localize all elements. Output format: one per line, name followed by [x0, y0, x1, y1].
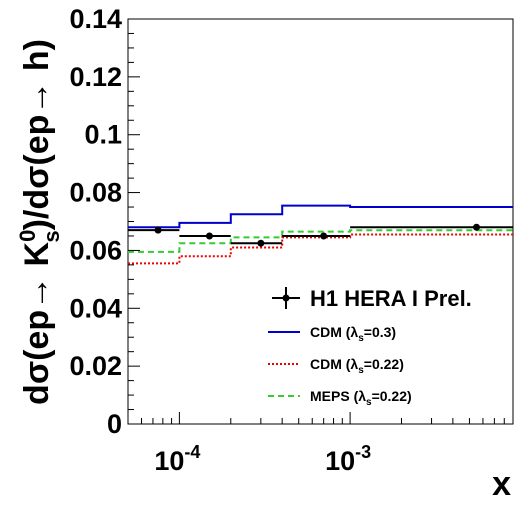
data-point	[154, 226, 162, 234]
model-step-line	[128, 229, 513, 253]
model-step-line	[128, 204, 513, 229]
legend-label-cdm-0.3: CDM (λs=0.3)	[310, 324, 396, 344]
legend-label-data: H1 HERA I Prel.	[310, 286, 472, 311]
y-tick-label: 0.02	[69, 351, 122, 381]
data-point	[320, 232, 328, 240]
y-axis-ticks	[128, 18, 140, 425]
x-axis-tick-labels: 10-4 10-3	[154, 442, 371, 476]
x-axis-label: x	[492, 465, 511, 503]
legend-entry-data: H1 HERA I Prel.	[272, 286, 472, 311]
data-point	[472, 223, 480, 231]
y-axis-label: dσ(ep→ K0s)/dσ(ep→ h)	[15, 39, 64, 405]
legend-label-meps-0.22: MEPS (λs=0.22)	[310, 388, 412, 408]
legend-entry-meps-0.22: MEPS (λs=0.22)	[268, 388, 412, 408]
y-tick-label: 0.08	[69, 178, 122, 208]
x-tick-label: 10-4	[154, 442, 200, 476]
legend-entry-cdm-0.22: CDM (λs=0.22)	[268, 356, 404, 376]
legend-entry-cdm-0.3: CDM (λs=0.3)	[268, 324, 396, 344]
x-axis-ticks	[127, 412, 514, 424]
legend: H1 HERA I Prel. CDM (λs=0.3) CDM (λs=0.2…	[268, 286, 472, 408]
data-point	[205, 232, 213, 240]
data-point	[257, 239, 265, 247]
y-tick-label: 0.12	[69, 62, 122, 92]
y-axis-tick-labels: 0 0.02 0.04 0.06 0.08 0.1 0.12 0.14	[69, 4, 122, 439]
y-tick-label: 0.14	[69, 4, 122, 34]
data-points	[128, 223, 513, 247]
y-tick-label: 0.1	[84, 120, 122, 150]
x-tick-label: 10-3	[325, 442, 371, 476]
y-tick-label: 0.04	[69, 293, 122, 323]
plot-frame	[127, 18, 514, 425]
y-tick-label: 0.06	[69, 235, 122, 265]
y-tick-label: 0	[107, 409, 122, 439]
legend-label-cdm-0.22: CDM (λs=0.22)	[310, 356, 404, 376]
